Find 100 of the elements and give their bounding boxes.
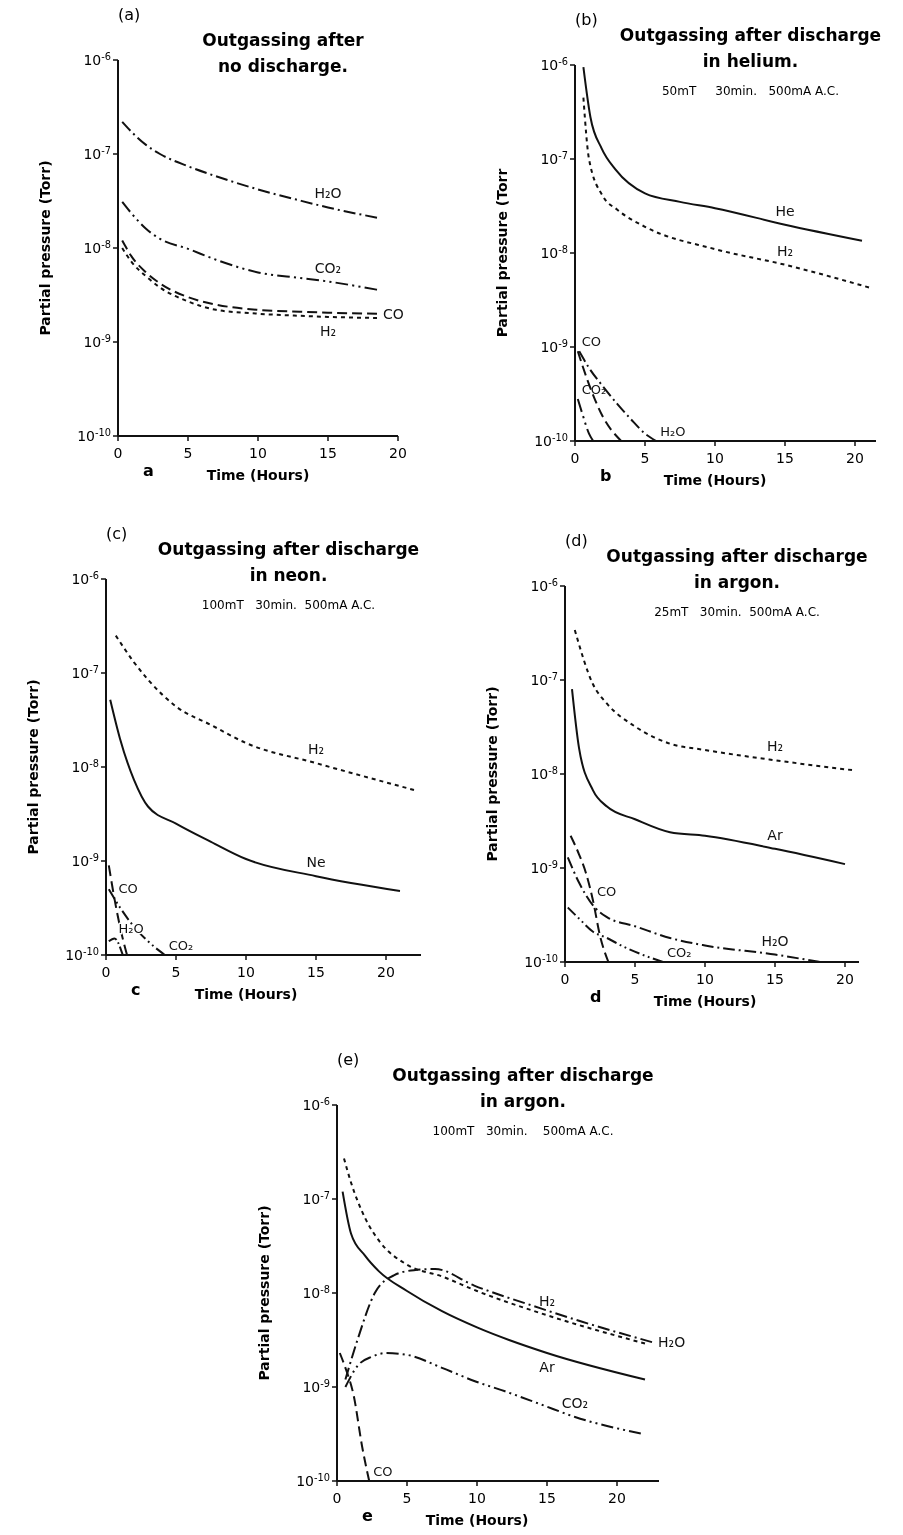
chart-title: Outgassing after discharge in argon.	[606, 546, 868, 592]
series-label: H₂O	[118, 921, 144, 937]
y-tick-label: 10$^{-8}$	[83, 238, 111, 256]
line-series	[571, 688, 846, 866]
series-label: H₂O	[660, 424, 686, 439]
x-tick-label: 5	[171, 964, 181, 980]
x-tick-label: 0	[113, 445, 123, 461]
x-tick-label: 20	[389, 445, 407, 461]
y-axis-title: Partial pressure (Torr	[494, 168, 510, 338]
x-tick-label: 0	[560, 971, 570, 987]
line-series	[582, 96, 870, 289]
y-tick-label: 10$^{-9}$	[540, 337, 568, 355]
x-tick-label: 0	[332, 1490, 342, 1506]
y-tick-label: 10$^{-6}$	[71, 569, 99, 587]
x-tick-label: 15	[766, 971, 784, 987]
y-tick-label: 10$^{-9}$	[83, 332, 111, 350]
x-tick-label: 10	[249, 445, 267, 461]
series-label: Ar	[767, 826, 783, 843]
y-tick-label: 10$^{-7}$	[71, 663, 99, 681]
y-tick-label: 10$^{-6}$	[530, 576, 558, 594]
y-tick-label: 10$^{-10}$	[77, 426, 111, 444]
chart-title: Outgassing after no discharge.	[202, 30, 365, 76]
text: (d)	[565, 531, 588, 550]
series-label: H₂	[766, 738, 784, 755]
y-tick-label: 10$^{-7}$	[540, 149, 568, 167]
y-tick-label: 10$^{-6}$	[540, 55, 568, 73]
chart-title: Outgassing after discharge in argon.	[392, 1065, 654, 1111]
y-tick-label: 10$^{-10}$	[524, 952, 558, 970]
y-tick-label: 10$^{-8}$	[302, 1283, 330, 1301]
text: d	[590, 987, 602, 1006]
y-tick-label: 10$^{-7}$	[302, 1189, 330, 1207]
x-axis-title: Time (Hours)	[653, 993, 757, 1009]
y-tick-label: 10$^{-9}$	[302, 1377, 330, 1395]
series-label: He	[775, 202, 795, 219]
series-label: H₂O	[761, 932, 789, 949]
line-series	[121, 120, 378, 219]
line-series	[109, 698, 401, 892]
series-label: CO₂	[667, 945, 692, 960]
x-tick-label: 10	[468, 1490, 486, 1506]
x-tick-label: 15	[776, 450, 794, 466]
series-label: H₂O	[314, 185, 342, 202]
text: a	[143, 461, 154, 480]
series-label: Ne	[306, 854, 326, 871]
text: (b)	[575, 10, 598, 29]
x-axis-title: Time (Hours)	[194, 986, 298, 1002]
y-axis-title: Partial pressure (Torr)	[25, 679, 41, 855]
series-label: H₂	[307, 741, 325, 758]
chart-title: Outgassing after discharge in neon.	[157, 539, 420, 585]
series-label: H₂	[776, 242, 794, 259]
series-label: CO	[581, 334, 602, 350]
line-series	[573, 629, 853, 772]
text: 50mT 30min. 500mA A.C.	[661, 84, 840, 98]
line-series	[121, 200, 378, 291]
series-label: CO₂	[581, 381, 607, 397]
series-label: CO	[373, 1464, 393, 1479]
x-tick-label: 0	[101, 964, 111, 980]
x-tick-label: 20	[608, 1490, 626, 1506]
x-tick-label: 20	[836, 971, 854, 987]
text: 100mT 30min. 500mA A.C.	[432, 1124, 614, 1138]
x-tick-label: 10	[706, 450, 724, 466]
series-label: CO₂	[168, 938, 194, 953]
text: c	[131, 980, 141, 999]
y-tick-label: 10$^{-7}$	[83, 144, 111, 162]
x-tick-label: 5	[183, 445, 193, 461]
chart-title: Outgassing after discharge in helium.	[619, 25, 882, 71]
x-axis-title: Time (Hours)	[425, 1512, 529, 1528]
series-label: CO₂	[314, 259, 342, 276]
x-tick-label: 20	[377, 964, 395, 980]
y-axis-title: Partial pressure (Torr)	[256, 1205, 272, 1381]
y-tick-label: 10$^{-8}$	[540, 243, 568, 261]
series-label: CO₂	[561, 1394, 589, 1411]
x-axis-title: Time (Hours)	[663, 472, 767, 488]
x-tick-label: 15	[319, 445, 337, 461]
text: 25mT 30min. 500mA A.C.	[654, 605, 820, 619]
line-series	[114, 634, 415, 791]
x-tick-label: 10	[696, 971, 714, 987]
y-tick-label: 10$^{-8}$	[530, 764, 558, 782]
text: (a)	[118, 5, 141, 24]
y-tick-label: 10$^{-6}$	[83, 50, 111, 68]
text: (c)	[106, 524, 128, 543]
series-label: CO	[118, 881, 138, 897]
y-tick-label: 10$^{-9}$	[530, 858, 558, 876]
y-axis-title: Partial pressure (Torr)	[484, 686, 500, 862]
y-tick-label: 10$^{-10}$	[534, 431, 568, 449]
text: b	[600, 466, 612, 485]
text: e	[362, 1506, 373, 1525]
y-tick-label: 10$^{-8}$	[71, 757, 99, 775]
x-tick-label: 10	[237, 964, 255, 980]
series-label: H₂	[319, 322, 337, 339]
x-tick-label: 5	[630, 971, 640, 987]
y-tick-label: 10$^{-10}$	[296, 1471, 330, 1489]
y-tick-label: 10$^{-9}$	[71, 851, 99, 869]
line-series	[582, 66, 863, 242]
x-tick-label: 5	[402, 1490, 412, 1506]
y-tick-label: 10$^{-7}$	[530, 670, 558, 688]
series-label: H₂	[538, 1293, 556, 1310]
y-axis-title: Partial pressure (Torr)	[37, 160, 53, 336]
x-axis-title: Time (Hours)	[206, 467, 310, 483]
series-label: CO	[597, 883, 617, 899]
y-tick-label: 10$^{-6}$	[302, 1095, 330, 1113]
